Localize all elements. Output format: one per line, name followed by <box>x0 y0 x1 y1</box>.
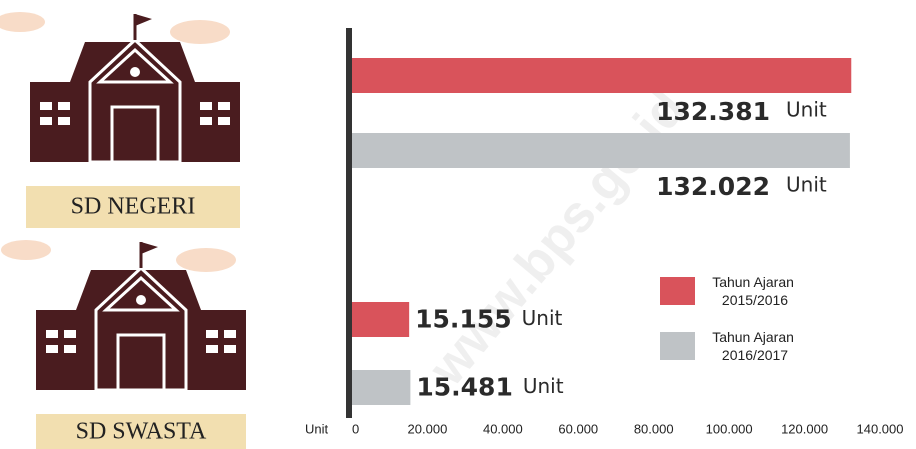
value-unit: Unit <box>786 173 827 197</box>
bar <box>352 133 850 168</box>
value-unit: Unit <box>523 374 564 398</box>
bar <box>352 370 410 405</box>
value-unit: Unit <box>786 98 827 122</box>
category-label: SD SWASTA <box>76 419 207 445</box>
body: {"chart_data": {"type": "bar", "orientat… <box>0 0 916 449</box>
value-label: 132.022 <box>656 172 770 201</box>
x-tick-label: 20.000 <box>408 421 448 436</box>
legend-label: Tahun Ajaran 2016/2017 <box>712 329 798 363</box>
legend-swatch <box>660 277 695 305</box>
legend-swatch <box>660 332 695 360</box>
x-tick-label: 140.000 <box>857 421 904 436</box>
x-tick-label: 0 <box>352 421 359 436</box>
category-label: SD NEGERI <box>71 194 196 220</box>
bar <box>352 302 409 337</box>
x-tick-label: 60.000 <box>558 421 598 436</box>
school-icon <box>0 12 240 162</box>
value-label: 15.481 <box>416 373 512 402</box>
x-tick-label: 40.000 <box>483 421 523 436</box>
bar <box>352 58 851 93</box>
value-label: 15.155 <box>415 305 511 334</box>
value-unit: Unit <box>522 306 563 330</box>
x-axis-label: Unit <box>305 421 329 436</box>
value-label: 132.381 <box>656 97 770 126</box>
x-tick-label: 100.000 <box>706 421 753 436</box>
x-tick-label: 120.000 <box>781 421 828 436</box>
page: body { margin: 0; width: 916px; height: … <box>0 0 916 449</box>
legend-label: Tahun Ajaran 2015/2016 <box>712 274 798 308</box>
x-tick-label: 80.000 <box>634 421 674 436</box>
watermark: www.bps.go.id <box>417 79 697 397</box>
chart: SD NEGERI SD SWASTA www.bps.go.id Unit 0… <box>0 0 916 449</box>
school-icon <box>1 240 246 390</box>
